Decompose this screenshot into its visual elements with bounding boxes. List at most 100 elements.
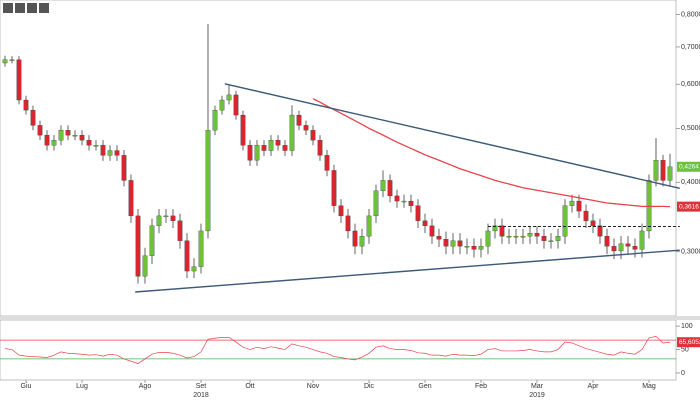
candle-body [436,236,442,240]
candle-body [415,205,421,221]
candle-body [107,150,113,156]
candle-body [142,255,148,277]
candle-body [163,215,169,218]
trendline [224,83,680,190]
candle-body [261,145,267,151]
price-tag [677,201,700,212]
x-tick-label: Nov [307,383,320,390]
tool-delete[interactable] [39,3,49,13]
candle-body [506,236,512,238]
x-year-label: 2019 [529,392,545,399]
candle-body [394,195,400,202]
candle-body [499,225,505,237]
trendline [135,249,680,293]
candle-body [289,114,295,151]
candle-body [471,246,477,250]
x-tick-label: Feb [475,383,487,390]
x-tick-label: Gen [418,383,431,390]
candle-body [583,210,589,221]
candle-body [128,180,134,217]
candle-body [548,240,554,242]
y-tick-label: 0 [681,370,685,377]
candle-body [37,125,43,136]
candle-body [331,170,337,206]
candle-body [527,233,533,237]
candle-body [485,230,491,247]
candle-body [541,236,547,241]
candle-body [520,236,526,238]
candle-body [296,114,302,126]
tool-zoom[interactable] [3,3,13,13]
candle-body [366,215,372,237]
tool-edit[interactable] [27,3,37,13]
candle-body [2,59,8,64]
candle-body [359,236,365,247]
candle-body [30,109,36,126]
candle-body [653,160,659,181]
candle-body [177,220,183,241]
x-year-label: 2018 [193,392,209,399]
candle-body [58,130,64,141]
price-tag-label: 0,4264 [679,163,699,170]
candle-body [618,243,624,252]
candle-body [590,220,596,226]
candle-body [401,200,407,203]
candle-body [345,215,351,232]
candle-body [282,145,288,151]
candle-body [380,180,386,191]
candle-body [408,200,414,206]
candle-body [191,266,197,272]
candle-body [569,200,575,206]
candle-body [44,134,50,146]
price-tag-label: 65,6053 [679,339,700,346]
candle-body [303,125,309,131]
candle-body [324,155,330,171]
candle-body [443,239,449,247]
candle-body [492,225,498,232]
candle-body [156,215,162,226]
candle-body [268,140,274,151]
candle-body [86,140,92,146]
candle-body [632,246,638,250]
candle-body [170,215,176,221]
candle-body [212,109,218,131]
price-tag [677,337,700,348]
candle-body [184,240,190,272]
candle-body [23,99,29,111]
candle-body [247,145,253,161]
y-tick-label: 50 [681,346,689,353]
candle-body [464,246,470,248]
candle-body [254,145,260,161]
candle-body [457,240,463,247]
y-tick-label: 100 [681,323,693,330]
rsi-line [4,336,671,364]
x-tick-label: Giu [21,383,32,390]
candle-body [534,233,540,237]
price-tag [677,161,700,172]
candle-body [135,215,141,277]
tool-draw[interactable] [15,3,25,13]
x-tick-label: Ott [245,383,254,390]
x-tick-label: Mag [642,383,656,390]
candle-body [639,230,645,250]
candle-body [667,166,673,181]
candle-body [429,225,435,237]
candle-body [114,150,120,156]
candle-body [352,230,358,247]
candle-body [65,130,71,136]
x-tick-label: Dic [364,383,375,390]
x-tick-label: Lug [76,383,88,390]
x-tick-label: Set [196,383,207,390]
candle-body [317,140,323,156]
price-tag-label: 0,3616 [679,203,699,210]
candle-body [275,140,281,146]
candle-body [422,220,428,226]
candle-body [310,130,316,141]
